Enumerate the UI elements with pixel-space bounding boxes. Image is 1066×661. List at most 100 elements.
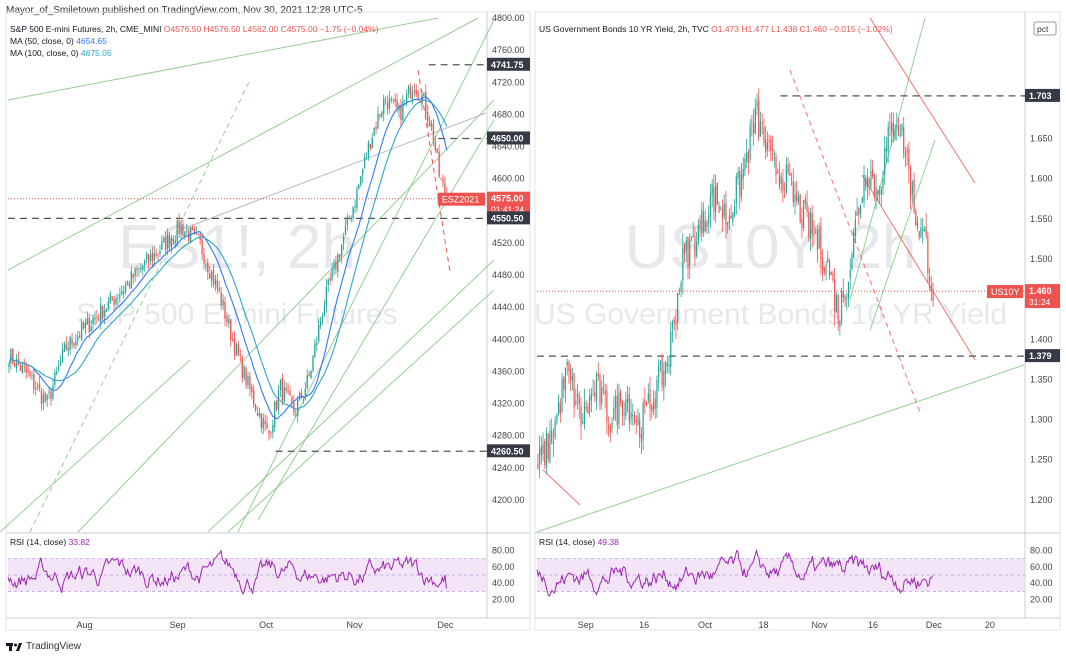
candle-body	[797, 196, 800, 203]
candle-body	[678, 294, 680, 295]
candle-body	[75, 341, 77, 345]
candle-body	[365, 157, 368, 159]
candle-body	[153, 253, 155, 261]
candle-body	[15, 358, 18, 369]
candle-body	[651, 405, 653, 412]
candle-body	[44, 393, 46, 402]
candles	[537, 88, 934, 479]
candle-body	[744, 158, 746, 170]
legend-value: US Government Bonds 10 YR Yield, 2h, TVC	[539, 24, 709, 34]
footer: TradingView	[6, 641, 81, 652]
channel-line	[77, 99, 495, 533]
candle-body	[716, 183, 718, 205]
candle-body	[415, 90, 417, 95]
countdown-label: 01:41:24	[491, 205, 524, 215]
candle-body	[77, 336, 79, 341]
candle-body	[896, 125, 898, 128]
candle-body	[782, 179, 784, 192]
current-price-label: 4575.00	[491, 194, 524, 204]
candle-body	[392, 99, 394, 101]
candle-body	[121, 291, 123, 295]
candle-body	[704, 220, 706, 232]
candle-body	[363, 157, 366, 168]
candle-body	[331, 269, 333, 280]
candle-body	[923, 229, 926, 232]
candle-body	[551, 430, 553, 442]
candle-body	[184, 231, 186, 238]
candle-body	[616, 395, 618, 426]
candle-body	[673, 319, 675, 323]
candle-body	[746, 152, 748, 162]
candle-body	[251, 386, 253, 393]
candle-body	[799, 194, 801, 223]
candle-body	[300, 392, 303, 398]
candle-body	[130, 271, 132, 288]
tradingview-logo-icon[interactable]	[6, 642, 22, 652]
candle-body	[314, 344, 316, 357]
watermark-symbol: ES1!, 2h	[118, 213, 356, 282]
candle-body	[386, 102, 389, 110]
watermark-name: US Government Bonds 10 YR Yield	[534, 298, 1007, 331]
y-tick-label: 4720.00	[492, 77, 525, 87]
candle-body	[544, 441, 546, 466]
candle-body	[35, 387, 37, 390]
candle-body	[82, 322, 85, 329]
x-tick-label: 16	[639, 620, 649, 630]
candle-body	[573, 373, 575, 408]
candle-body	[680, 282, 682, 292]
candle-body	[659, 361, 661, 366]
x-tick-label: Dec	[926, 620, 943, 630]
candle-body	[626, 397, 629, 403]
candle-body	[61, 349, 64, 363]
candle-body	[801, 218, 803, 228]
candle-body	[31, 375, 33, 376]
candle-body	[371, 137, 373, 149]
candle-body	[128, 283, 131, 287]
candle-body	[396, 100, 398, 109]
candle-body	[222, 299, 224, 306]
candle-body	[911, 181, 913, 194]
candle-body	[623, 413, 625, 415]
y-tick-label: 1.400	[1030, 334, 1053, 344]
candle-body	[918, 231, 920, 237]
candle-body	[599, 375, 601, 407]
candle-body	[25, 365, 27, 373]
level-price-label: 4260.50	[491, 446, 524, 456]
candle-body	[134, 267, 136, 277]
candle-body	[633, 415, 636, 424]
candle-body	[377, 113, 379, 129]
candle-body	[109, 294, 111, 303]
candle-body	[928, 276, 931, 282]
candle-body	[721, 208, 724, 219]
candle-body	[635, 420, 637, 422]
candle-body	[205, 264, 207, 266]
charts-canvas[interactable]: ES1!, 2hS&P 500 E-mini Futures4800.00476…	[0, 0, 1066, 636]
candle-body	[847, 282, 850, 299]
candle-body	[564, 367, 567, 392]
candle-body	[318, 324, 320, 342]
candle-body	[86, 318, 89, 325]
candle-body	[640, 434, 643, 442]
candle-body	[766, 142, 768, 150]
candle-body	[897, 125, 900, 133]
candle-body	[180, 224, 182, 235]
candle-body	[854, 219, 856, 237]
footer-brand[interactable]: TradingView	[26, 641, 82, 652]
candle-body	[310, 370, 312, 379]
x-tick-label: Oct	[259, 620, 274, 630]
candle-body	[249, 376, 251, 390]
ma50-legend: MA (50, close, 0) 4654.65	[10, 36, 107, 46]
legend-value: L1.438	[769, 24, 798, 34]
rsi-legend: RSI (14, close) 49.38	[539, 537, 619, 547]
candle-body	[816, 229, 819, 251]
candle-body	[340, 244, 343, 256]
candle-body	[554, 421, 556, 438]
author-name[interactable]: Mayor_of_Smiletown	[6, 5, 100, 16]
chart-panel-2: US10Y, 2h US Government Bonds 10 YR Yield…	[0, 11, 1061, 631]
rsi-tick-label: 40.00	[492, 578, 515, 588]
candle-body	[718, 205, 720, 213]
legend-value: O1.473	[709, 24, 740, 34]
y-tick-label: 4440.00	[492, 302, 525, 312]
channel-line	[7, 17, 479, 271]
candle-body	[186, 230, 188, 232]
